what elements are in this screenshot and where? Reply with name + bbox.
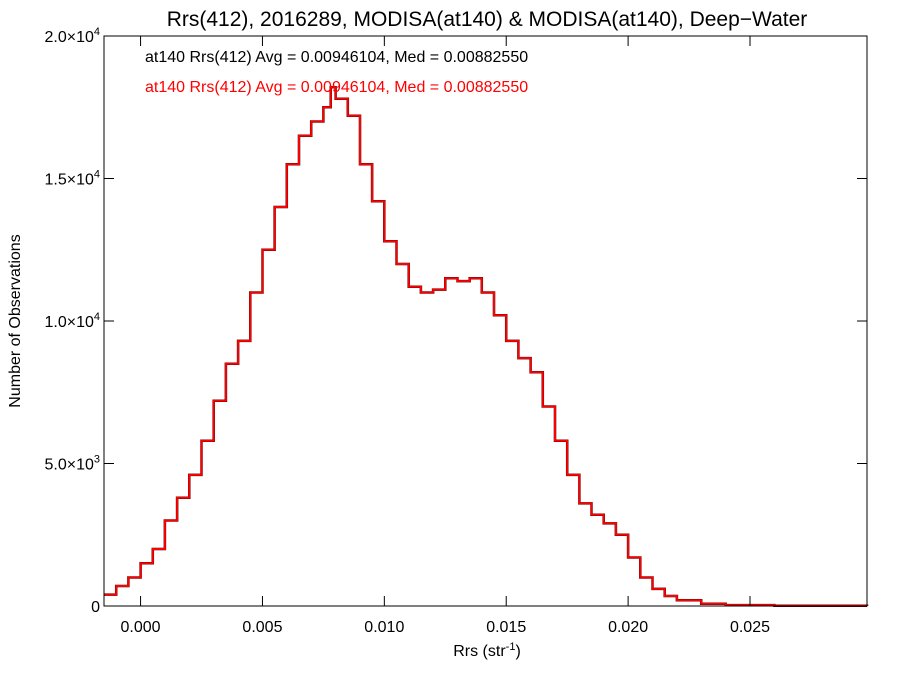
x-tick-label: 0.005 xyxy=(242,619,282,636)
y-tick-label: 2.0×104 xyxy=(44,26,100,46)
x-tick-label: 0.025 xyxy=(730,619,770,636)
x-tick-label: 0.015 xyxy=(486,619,526,636)
series-line-0 xyxy=(104,86,869,607)
x-tick-label: 0.010 xyxy=(364,619,404,636)
y-axis-label: Number of Observations xyxy=(7,234,24,407)
series-line-1 xyxy=(104,86,868,607)
chart-title: Rrs(412), 2016289, MODISA(at140) & MODIS… xyxy=(167,8,808,31)
y-axis: 0 5.0×103 1.0×104 1.5×104 2.0×104 xyxy=(44,26,867,616)
y-tick-label: 1.5×104 xyxy=(44,169,100,189)
x-tick-label: 0.020 xyxy=(608,619,648,636)
x-axis: 0.000 0.005 0.010 0.015 0.020 0.025 xyxy=(121,36,770,636)
plot-frame xyxy=(103,35,868,607)
x-tick-label: 0.000 xyxy=(121,619,161,636)
legend-entry-black: at140 Rrs(412) Avg = 0.00946104, Med = 0… xyxy=(145,49,528,66)
legend-entry-red: at140 Rrs(412) Avg = 0.00946104, Med = 0… xyxy=(145,79,528,96)
plot-area xyxy=(104,86,869,607)
y-tick-label: 0 xyxy=(91,599,100,616)
y-tick-label: 5.0×103 xyxy=(44,454,100,474)
y-tick-label: 1.0×104 xyxy=(44,311,100,331)
x-axis-label: Rrs (str-1) xyxy=(453,641,521,660)
